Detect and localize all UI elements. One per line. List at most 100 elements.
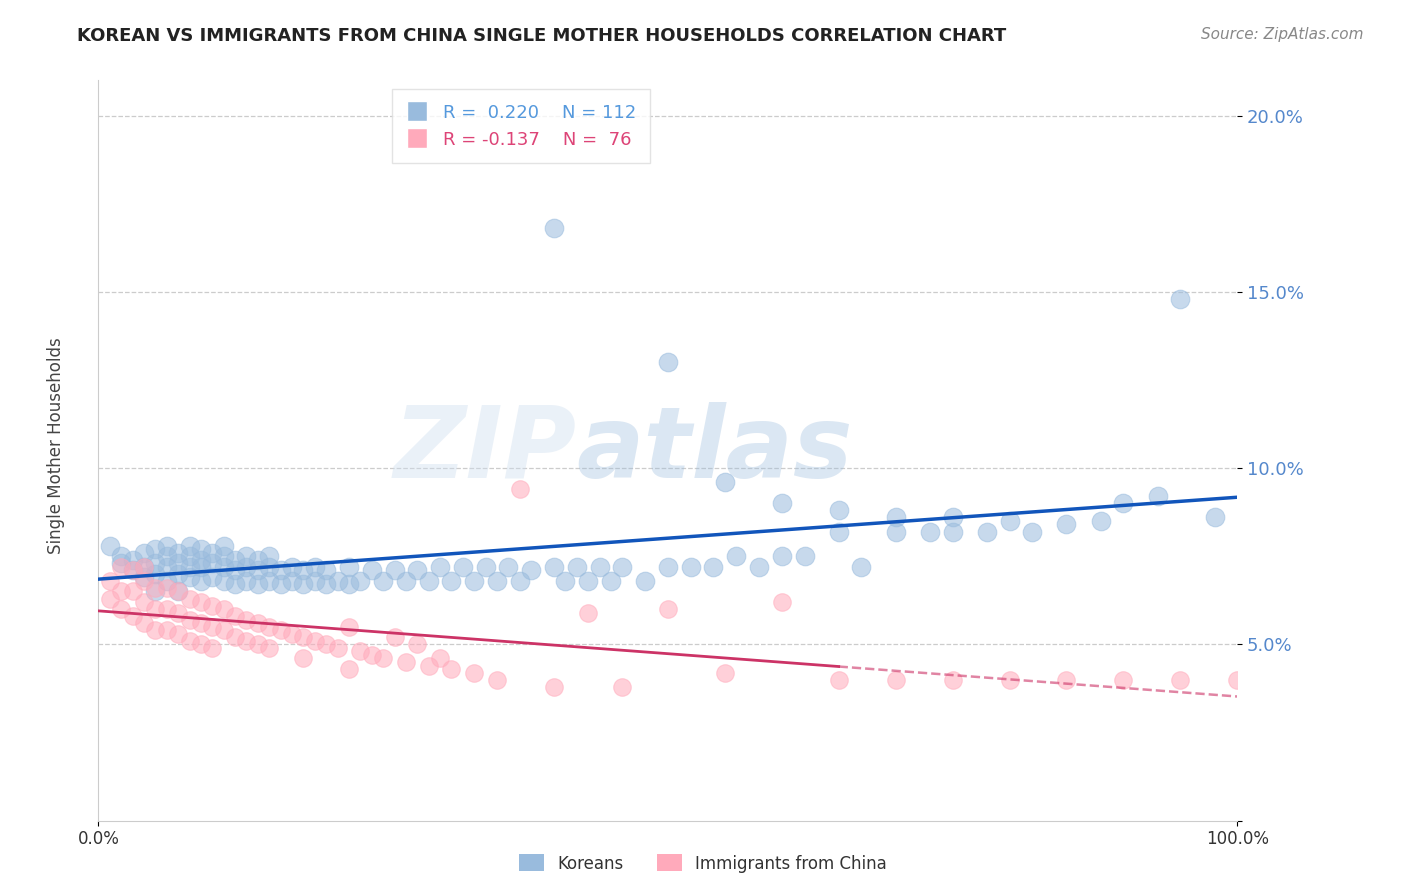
Point <box>1021 524 1043 539</box>
Point <box>1204 510 1226 524</box>
Point <box>246 577 269 591</box>
Point <box>167 627 190 641</box>
Point <box>259 620 281 634</box>
Point <box>132 559 155 574</box>
Point <box>259 640 281 655</box>
Point <box>132 616 155 631</box>
Point <box>337 620 360 634</box>
Point <box>224 609 246 624</box>
Point <box>145 624 167 638</box>
Point <box>1112 673 1135 687</box>
Point <box>132 574 155 588</box>
Point <box>179 559 201 574</box>
Point <box>998 673 1021 687</box>
Point <box>520 563 543 577</box>
Point <box>259 559 281 574</box>
Point <box>828 503 851 517</box>
Point <box>395 655 418 669</box>
Point <box>1090 514 1112 528</box>
Point <box>406 563 429 577</box>
Point <box>132 546 155 560</box>
Point <box>110 584 132 599</box>
Point <box>110 602 132 616</box>
Point <box>246 563 269 577</box>
Text: KOREAN VS IMMIGRANTS FROM CHINA SINGLE MOTHER HOUSEHOLDS CORRELATION CHART: KOREAN VS IMMIGRANTS FROM CHINA SINGLE M… <box>77 27 1007 45</box>
Point <box>167 584 190 599</box>
Point <box>418 574 440 588</box>
Point <box>167 546 190 560</box>
Point <box>121 553 143 567</box>
Point <box>156 602 179 616</box>
Point <box>657 355 679 369</box>
Point <box>679 559 702 574</box>
Point <box>179 613 201 627</box>
Point <box>167 556 190 570</box>
Point <box>212 539 235 553</box>
Point <box>224 563 246 577</box>
Point <box>145 556 167 570</box>
Point <box>281 559 304 574</box>
Point <box>212 602 235 616</box>
Point <box>190 559 212 574</box>
Point <box>1054 673 1078 687</box>
Point <box>486 574 509 588</box>
Text: Source: ZipAtlas.com: Source: ZipAtlas.com <box>1201 27 1364 42</box>
Point <box>292 651 315 665</box>
Point <box>315 577 337 591</box>
Point <box>246 616 269 631</box>
Point <box>121 609 143 624</box>
Point <box>657 602 679 616</box>
Point <box>132 570 155 584</box>
Point <box>145 602 167 616</box>
Point <box>509 574 531 588</box>
Point <box>190 595 212 609</box>
Point <box>612 559 634 574</box>
Point <box>498 559 520 574</box>
Point <box>246 637 269 651</box>
Point <box>98 591 121 606</box>
Point <box>179 570 201 584</box>
Point <box>429 559 451 574</box>
Point <box>588 559 610 574</box>
Point <box>725 549 748 564</box>
Point <box>942 510 965 524</box>
Point <box>714 475 737 490</box>
Point <box>918 524 941 539</box>
Point <box>1170 673 1192 687</box>
Point <box>212 559 235 574</box>
Point <box>156 581 179 595</box>
Point <box>292 563 315 577</box>
Point <box>110 549 132 564</box>
Point <box>884 524 907 539</box>
Point <box>235 613 257 627</box>
Point <box>714 665 737 680</box>
Point <box>349 574 371 588</box>
Point <box>851 559 873 574</box>
Point <box>224 553 246 567</box>
Point <box>406 637 429 651</box>
Point <box>554 574 576 588</box>
Point <box>360 648 382 662</box>
Point <box>463 574 485 588</box>
Text: atlas: atlas <box>576 402 853 499</box>
Point <box>179 633 201 648</box>
Point <box>281 627 304 641</box>
Point <box>190 542 212 557</box>
Point <box>384 630 406 644</box>
Point <box>576 606 599 620</box>
Point <box>179 539 201 553</box>
Point <box>884 673 907 687</box>
Point <box>235 633 257 648</box>
Point <box>98 574 121 588</box>
Point <box>1054 517 1078 532</box>
Point <box>201 570 224 584</box>
Point <box>884 510 907 524</box>
Point <box>167 606 190 620</box>
Point <box>98 539 121 553</box>
Point <box>201 546 224 560</box>
Point <box>201 620 224 634</box>
Point <box>543 680 565 694</box>
Point <box>612 680 634 694</box>
Point <box>270 577 292 591</box>
Point <box>292 577 315 591</box>
